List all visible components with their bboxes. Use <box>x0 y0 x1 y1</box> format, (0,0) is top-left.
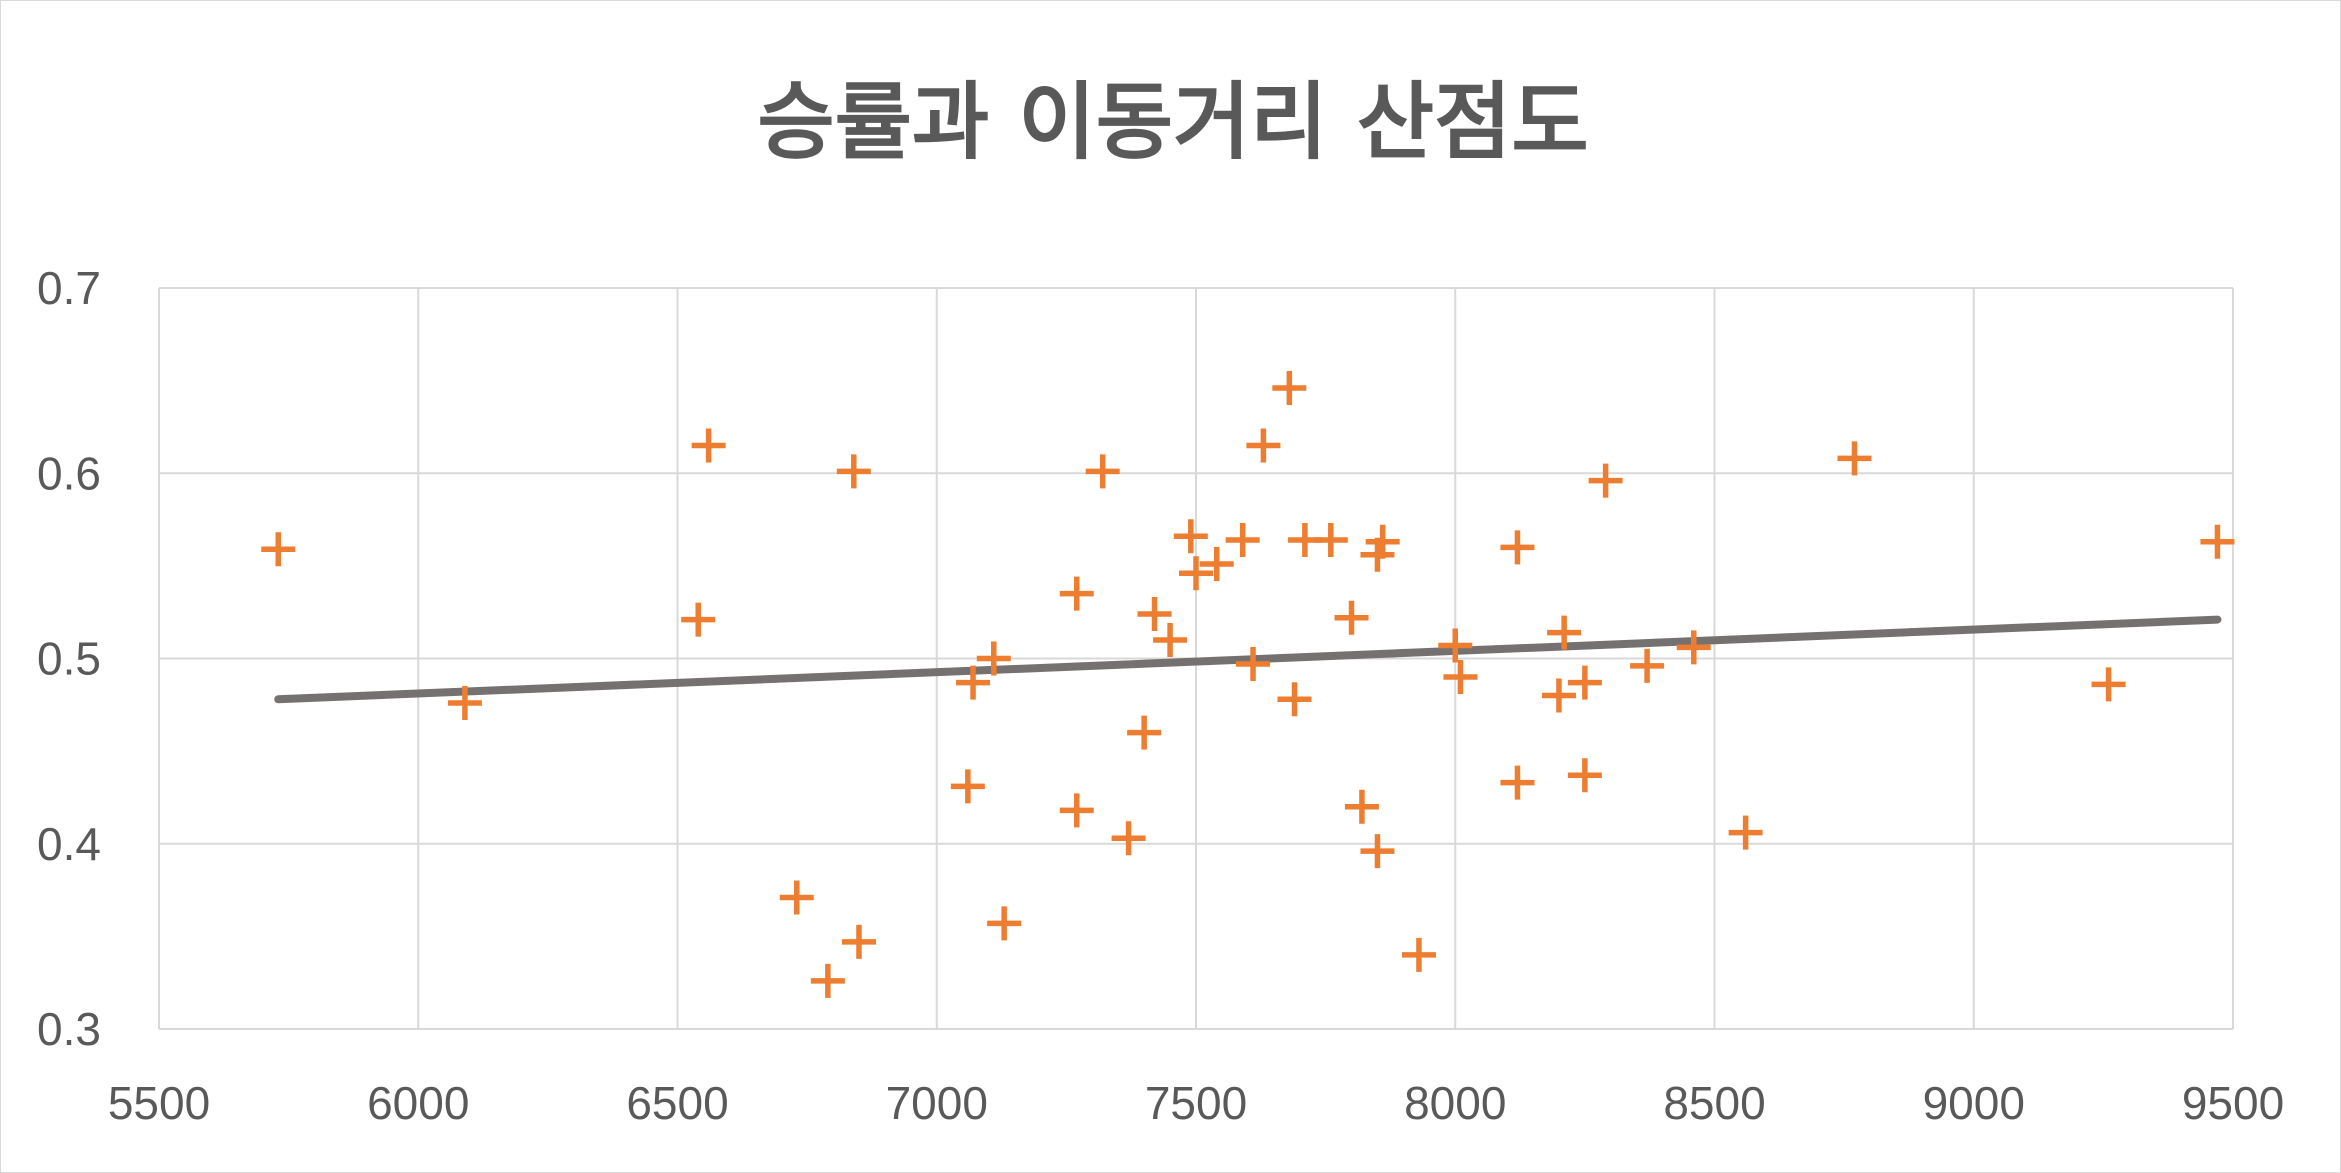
data-point <box>1547 615 1582 650</box>
data-point <box>1236 647 1271 682</box>
data-point <box>1059 793 1094 828</box>
x-tick-label: 9500 <box>2182 1077 2284 1129</box>
x-tick-label: 7500 <box>1145 1077 1247 1129</box>
data-point <box>1334 600 1369 635</box>
data-point <box>1137 597 1172 632</box>
data-point <box>1179 556 1213 591</box>
data-points <box>261 371 2235 998</box>
x-tick-label: 6500 <box>626 1077 728 1129</box>
data-point <box>1085 454 1120 489</box>
data-point <box>987 906 1022 941</box>
data-point <box>1225 522 1260 557</box>
data-point <box>1127 715 1162 750</box>
x-tick-label: 9000 <box>1923 1077 2025 1129</box>
data-point <box>1272 371 1307 406</box>
data-point <box>1360 834 1395 869</box>
data-point <box>1438 628 1473 663</box>
data-point <box>1676 630 1711 665</box>
data-point <box>1837 441 1872 476</box>
data-point <box>1365 524 1400 559</box>
data-point <box>956 665 991 700</box>
data-point <box>1277 682 1312 717</box>
data-point <box>810 963 845 998</box>
data-point <box>1567 758 1602 793</box>
trendline-layer <box>274 615 2222 704</box>
data-point <box>1199 547 1234 582</box>
x-axis-tick-labels: 5500 6000 6500 7000 7500 8000 8500 9000 9500 <box>108 1077 2284 1129</box>
data-point <box>1246 428 1281 463</box>
linear-trendline <box>274 615 2222 704</box>
data-point <box>1111 821 1146 856</box>
data-point <box>950 769 985 804</box>
x-tick-label: 8500 <box>1663 1077 1765 1129</box>
x-tick-label: 6000 <box>367 1077 469 1129</box>
data-point <box>1401 937 1436 972</box>
data-point <box>261 532 296 567</box>
data-point <box>1313 522 1348 557</box>
data-point <box>1344 789 1379 824</box>
data-point <box>691 428 726 463</box>
data-point <box>2091 667 2126 702</box>
data-point <box>779 880 814 915</box>
y-axis-tick-labels: 0.3 0.4 0.5 0.6 0.7 <box>37 262 101 1055</box>
y-tick-label: 0.5 <box>37 633 101 685</box>
gridlines <box>158 287 2234 1030</box>
data-point <box>1059 576 1094 611</box>
chart-title: 승률과 이동거리 산점도 <box>757 73 1588 171</box>
data-point <box>841 924 876 959</box>
data-point <box>681 602 716 637</box>
data-point <box>1500 530 1535 565</box>
x-tick-label: 7000 <box>886 1077 988 1129</box>
data-point <box>2200 524 2235 559</box>
data-point <box>1443 660 1478 695</box>
data-point <box>1728 815 1763 850</box>
data-point <box>1541 678 1576 713</box>
y-tick-label: 0.6 <box>37 447 101 499</box>
data-point <box>1173 519 1208 554</box>
data-point <box>1500 765 1535 800</box>
x-tick-label: 8000 <box>1404 1077 1506 1129</box>
data-point <box>447 685 482 720</box>
data-point <box>1153 622 1188 657</box>
data-point <box>976 641 1011 676</box>
y-tick-label: 0.4 <box>37 818 101 870</box>
data-point <box>1567 665 1602 700</box>
data-point <box>836 454 871 489</box>
data-point <box>1630 648 1665 683</box>
x-tick-label: 5500 <box>108 1077 210 1129</box>
y-tick-label: 0.3 <box>37 1003 101 1055</box>
data-point <box>1588 463 1623 498</box>
y-tick-label: 0.7 <box>37 262 101 314</box>
